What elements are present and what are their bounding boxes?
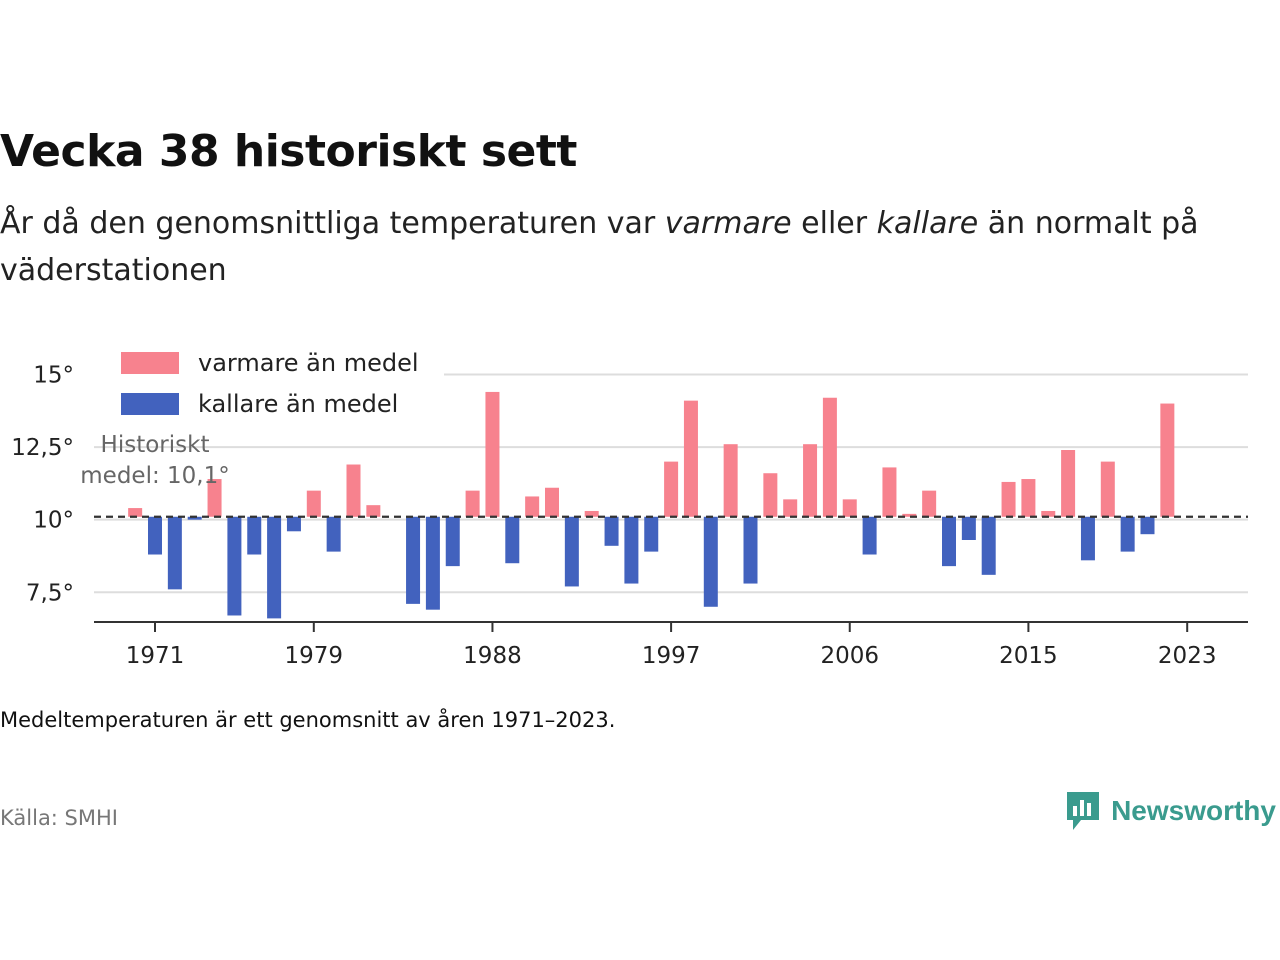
x-tick-label: 2023 [1158, 643, 1217, 669]
bar-warm [664, 461, 679, 517]
bar-cold [227, 516, 242, 616]
y-tick-label: 15° [33, 363, 74, 389]
chart-subtitle: År då den genomsnittliga temperaturen va… [0, 200, 1240, 294]
bar-warm [1160, 403, 1175, 517]
bar-cold [862, 516, 877, 555]
bar-cold [406, 516, 421, 604]
subtitle-text-3: än normalt på väderstationen [0, 206, 1199, 288]
baseline-label-line1: Historiskt [101, 432, 210, 458]
bar-cold [1120, 516, 1135, 552]
bar-cold [267, 516, 282, 619]
x-tick-label: 2006 [820, 643, 879, 669]
source-label: Källa: SMHI [0, 806, 118, 830]
bar-cold [286, 516, 301, 532]
bar-cold [148, 516, 162, 555]
bar-warm [545, 487, 559, 517]
bar-cold [604, 516, 619, 546]
bar-warm [822, 397, 837, 517]
bar-cold [167, 516, 182, 590]
bar-cold [624, 516, 639, 584]
bar-warm [1061, 450, 1076, 517]
bar-warm [803, 444, 818, 517]
x-tick-label: 1988 [463, 643, 522, 669]
bar-warm [1100, 461, 1115, 517]
bar-warm [922, 490, 937, 517]
bar-chart: 7,5° 10° 12,5° 15° 1971 1979 1988 1997 2006 2015 2… [11, 342, 1248, 669]
bar-layer [128, 391, 1175, 619]
bar-warm [207, 479, 222, 517]
bar-cold [961, 516, 976, 540]
bar-warm [306, 490, 321, 517]
bar-warm [465, 490, 480, 517]
x-tick-label: 1971 [126, 643, 185, 669]
bar-cold [743, 516, 758, 584]
bar-cold [644, 516, 659, 552]
bar-warm [485, 391, 500, 517]
x-tick-label: 1997 [642, 643, 701, 669]
bar-warm [584, 510, 599, 517]
brand-logo: Newsworthy [1065, 790, 1276, 832]
legend-label-warm: varmare än medel [198, 349, 419, 377]
bar-warm [723, 444, 738, 517]
legend-label-cold: kallare än medel [198, 390, 398, 418]
bar-cold [247, 516, 262, 555]
chart-title: Vecka 38 historiskt sett [0, 126, 577, 177]
bar-warm [882, 467, 897, 517]
baseline-label-line2: medel: 10,1° [80, 463, 229, 489]
bar-warm [902, 513, 917, 517]
bar-cold [326, 516, 341, 552]
bar-cold [425, 516, 440, 610]
bar-warm [1041, 510, 1056, 517]
y-tick-label: 7,5° [26, 580, 74, 606]
subtitle-cold-word: kallare [876, 206, 979, 241]
footnote: Medeltemperaturen är ett genomsnitt av å… [0, 708, 616, 732]
bar-warm [683, 400, 698, 517]
bar-warm [128, 508, 143, 517]
legend-swatch-cold [121, 393, 179, 415]
baseline-annotation: Historiskt medel: 10,1° [80, 432, 229, 489]
x-tick-label: 2015 [999, 643, 1058, 669]
bar-cold [564, 516, 579, 587]
x-tick-label: 1979 [285, 643, 344, 669]
bar-cold [445, 516, 460, 567]
bar-warm [366, 505, 381, 517]
bar-warm [842, 499, 857, 517]
bar-cold [703, 516, 718, 607]
bar-warm [1001, 481, 1016, 517]
y-tick-label: 12,5° [11, 435, 74, 461]
bar-cold [187, 516, 202, 520]
subtitle-text-2: eller [791, 206, 877, 241]
subtitle-warm-word: varmare [664, 206, 792, 241]
bar-cold [1080, 516, 1095, 561]
legend-swatch-warm [121, 352, 179, 374]
bar-warm [346, 464, 361, 517]
bar-warm [783, 499, 798, 517]
subtitle-text-1: År då den genomsnittliga temperaturen va… [0, 206, 665, 241]
bar-cold [505, 516, 520, 564]
bar-cold [942, 516, 956, 567]
bar-warm [1021, 479, 1036, 517]
legend: varmare än medel kallare än medel [94, 342, 444, 424]
brand-name: Newsworthy [1111, 795, 1276, 826]
bar-warm [763, 473, 778, 517]
y-tick-label: 10° [33, 508, 74, 534]
bar-warm [525, 496, 540, 517]
bar-chart-logo-icon [1067, 792, 1100, 830]
axis-layer: 7,5° 10° 12,5° 15° 1971 1979 1988 1997 2006 2015 2… [11, 363, 1248, 669]
bar-cold [981, 516, 996, 575]
bar-cold [1140, 516, 1155, 535]
